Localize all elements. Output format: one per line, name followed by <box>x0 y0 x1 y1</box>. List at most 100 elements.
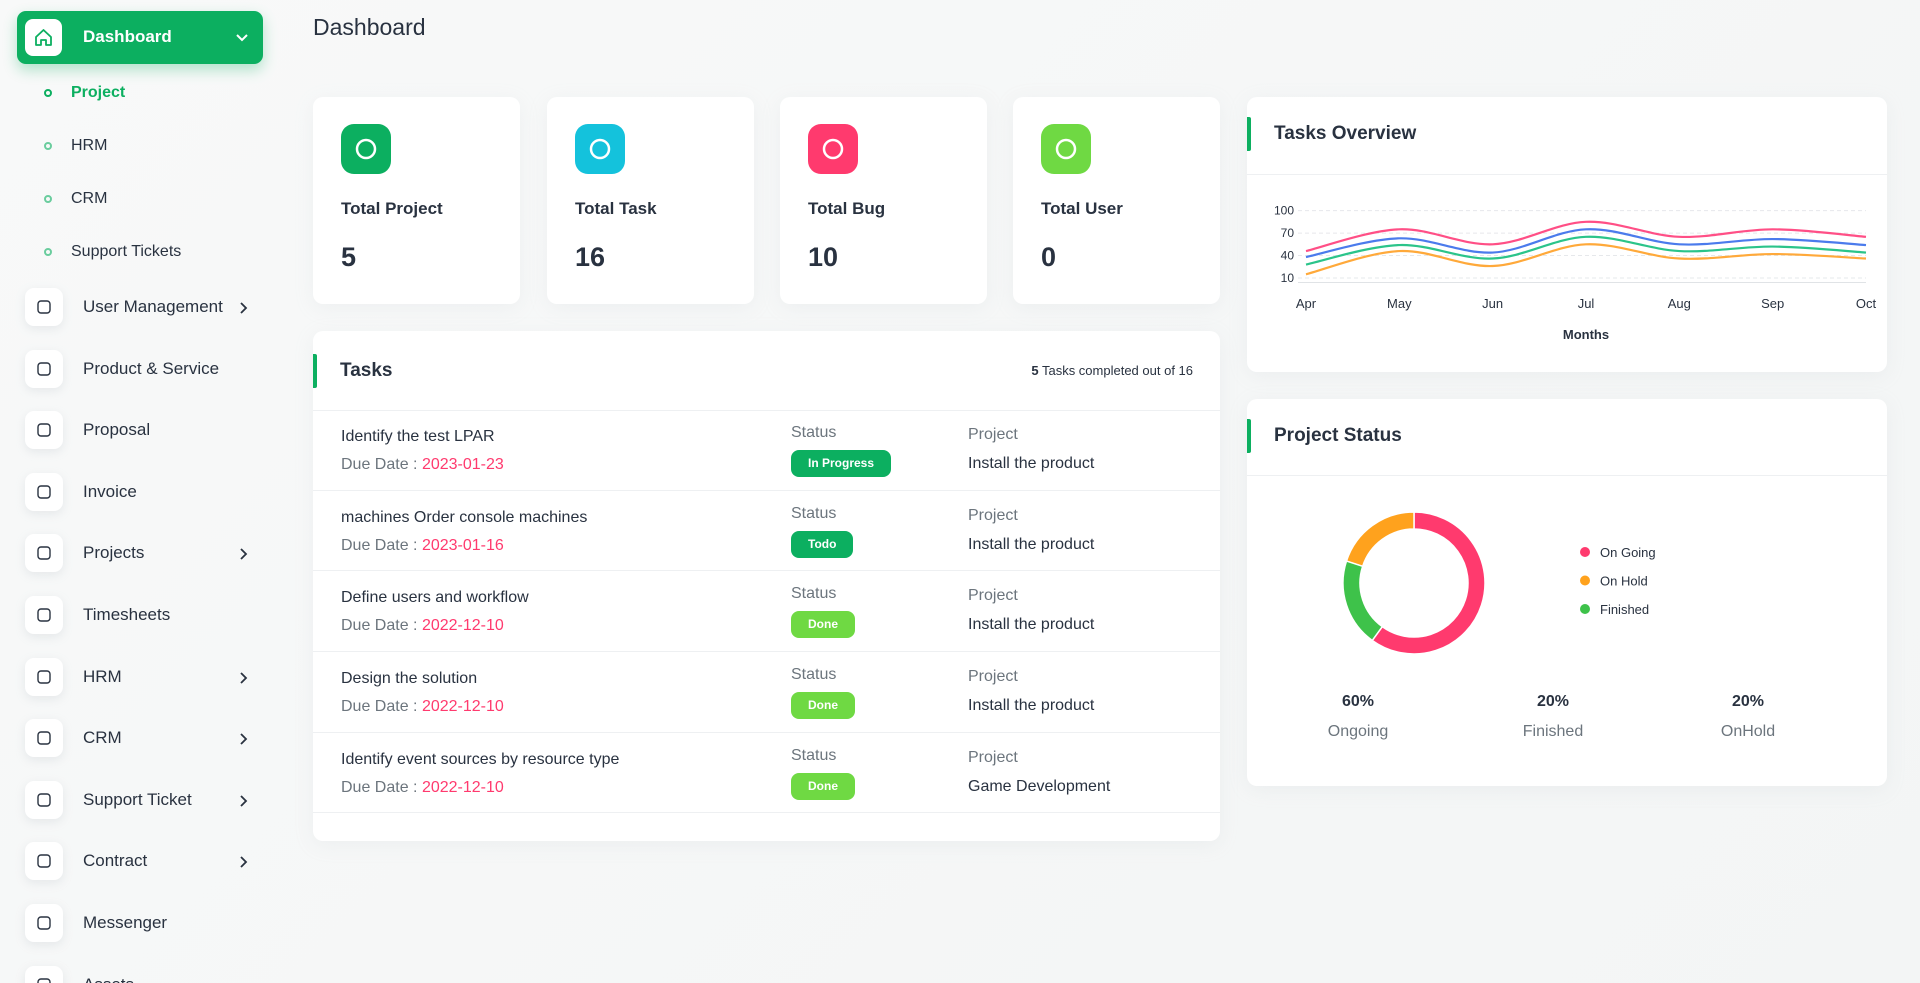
task-name: Design the solution <box>341 670 478 688</box>
series-line <box>1305 228 1867 259</box>
chevron-right <box>240 302 248 314</box>
icon-shape <box>37 669 51 684</box>
menu-item[interactable]: User Management <box>83 297 223 316</box>
submenu-dot <box>44 248 52 256</box>
icon <box>37 916 51 930</box>
icon-shape <box>37 916 51 930</box>
icon <box>37 608 51 622</box>
due-date: 2022-12-10 <box>421 617 504 635</box>
menu-item[interactable]: Timesheets <box>83 605 171 624</box>
status-badge: Todo <box>791 530 854 558</box>
menu-item[interactable]: Product & Service <box>83 358 220 378</box>
submenu-item[interactable]: HRM <box>71 137 108 154</box>
menu-item[interactable]: Support Ticket <box>83 789 192 809</box>
due-date: 2022-12-10 <box>421 778 504 796</box>
chevron-right <box>240 733 248 745</box>
menu-icon <box>25 288 63 326</box>
menu-item[interactable]: Contract <box>83 851 148 871</box>
menu-item[interactable]: CRM <box>83 728 122 748</box>
icon-shape <box>37 423 51 437</box>
status-badge: Done <box>791 772 855 800</box>
icon-shape <box>1055 138 1077 160</box>
task-due: Due Date : 2022-12-10 <box>341 779 504 797</box>
chevron-down <box>236 34 248 42</box>
menu-label: Dashboard <box>83 27 172 46</box>
project-label: Project <box>968 668 1018 686</box>
card-title: Tasks <box>340 360 393 381</box>
x-tick-label: Aug <box>1668 296 1691 311</box>
y-tick-label: 70 <box>1281 226 1295 240</box>
summary-label: Finished <box>1523 723 1583 740</box>
chevron-shape <box>240 856 248 869</box>
task-due: Due Date : 2023-01-16 <box>341 537 504 555</box>
task-name: machines Order console machines <box>341 508 588 526</box>
due-date: 2023-01-16 <box>421 536 504 554</box>
menu-icon <box>25 904 63 942</box>
status-label: Status <box>791 746 837 764</box>
stat-card: Total Project 5 <box>313 97 520 304</box>
stat-icon <box>1041 124 1091 174</box>
submenu-dot <box>44 89 52 97</box>
submenu-dot <box>44 142 52 150</box>
project-name: Install the product <box>968 697 1095 715</box>
icon <box>37 423 51 437</box>
task-due: Due Date : 2023-01-23 <box>341 456 504 474</box>
icon-shape <box>37 300 51 314</box>
icon-shape <box>37 608 51 622</box>
pie-chart: On Going On Hold Finished 60% Ongoing 20% Fini… <box>1328 511 1775 740</box>
stat-card: Total Task 16 <box>547 97 754 304</box>
icon-shape <box>37 546 51 561</box>
menu-icon <box>25 657 63 696</box>
icon <box>37 669 51 684</box>
summary-percent: 60% <box>1342 693 1374 710</box>
icon <box>37 546 51 561</box>
icon <box>355 138 377 160</box>
stat-value: 16 <box>575 242 606 272</box>
menu-icon <box>25 534 63 573</box>
status-label: Status <box>791 666 837 684</box>
status-label: Status <box>791 424 837 441</box>
stat-icon <box>808 124 858 174</box>
line-chart: 10 40 70 100 Apr May Jun Jul Aug Sep Oct Months <box>1274 204 1877 342</box>
chevron-right <box>240 856 248 869</box>
status-label: Status <box>791 504 837 522</box>
pie-slice <box>1345 511 1415 568</box>
menu-icon <box>25 842 63 881</box>
icon <box>37 977 51 983</box>
status-badge: Done <box>791 692 855 720</box>
submenu-item[interactable]: CRM <box>71 190 108 207</box>
x-tick-label: Jun <box>1482 296 1503 311</box>
menu-icon <box>25 349 63 388</box>
summary-label: Ongoing <box>1328 723 1389 740</box>
y-tick-label: 10 <box>1281 271 1295 285</box>
chevron-right <box>240 671 248 684</box>
card-title: Tasks Overview <box>1274 123 1417 144</box>
chevron-shape <box>240 733 248 745</box>
icon <box>822 138 844 160</box>
series-line <box>1305 220 1867 253</box>
menu-item[interactable]: Invoice <box>83 481 137 501</box>
tasks-summary: 5 Tasks completed out of 16 <box>1031 363 1193 378</box>
stat-label: Total Project <box>341 199 443 218</box>
menu-item[interactable]: Assets <box>83 975 134 983</box>
tasks-card: Tasks 5 Tasks completed out of 16 Identi… <box>313 331 1220 841</box>
submenu-item[interactable]: Project <box>71 84 126 101</box>
menu-icon <box>25 965 63 983</box>
menu-item[interactable]: Messenger <box>83 913 168 932</box>
submenu-item[interactable]: Support Tickets <box>71 243 182 260</box>
icon <box>37 793 51 807</box>
legend-label: On Going <box>1600 545 1656 560</box>
icon <box>589 138 611 160</box>
menu-item[interactable]: HRM <box>83 666 122 686</box>
title-accent <box>313 354 317 388</box>
stat-value: 5 <box>341 242 357 272</box>
menu-item[interactable]: Proposal <box>83 420 151 440</box>
y-tick-label: 100 <box>1274 204 1294 218</box>
task-row: Identify the test LPAR Due Date : 2023-01… <box>313 410 1220 491</box>
due-label: Due Date : <box>341 698 418 716</box>
series-line <box>1305 243 1867 276</box>
active-menu[interactable]: Dashboard <box>17 11 263 64</box>
menu-item[interactable]: Projects <box>83 543 145 563</box>
status-badge: In Progress <box>791 450 892 477</box>
stat-icon <box>341 124 391 174</box>
